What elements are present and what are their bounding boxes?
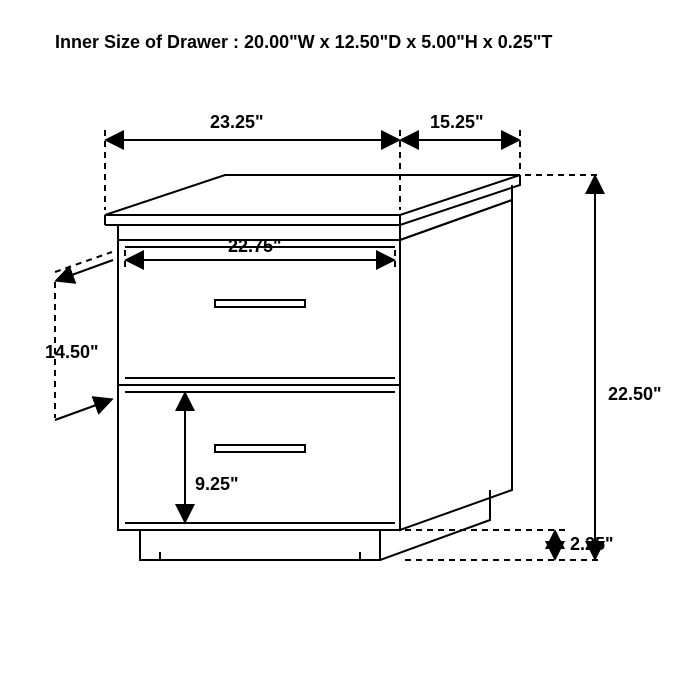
dim-base-height: 2.25" [570,534,614,554]
dimension-arrows [55,140,595,557]
dim-total-height: 22.50" [608,384,662,404]
cabinet-body [105,175,520,560]
dim-depth: 15.25" [430,112,484,132]
dim-side-depth: 14.50" [45,342,99,362]
dim-width: 23.25" [210,112,264,132]
dim-drawer-height: 9.25" [195,474,239,494]
furniture-diagram: 23.25" 15.25" 22.75" 14.50" 9.25" 2.25" … [0,0,700,700]
extension-lines [55,130,600,560]
dim-drawer-width: 22.75" [228,236,282,256]
dimension-labels: 23.25" 15.25" 22.75" 14.50" 9.25" 2.25" … [45,112,662,554]
